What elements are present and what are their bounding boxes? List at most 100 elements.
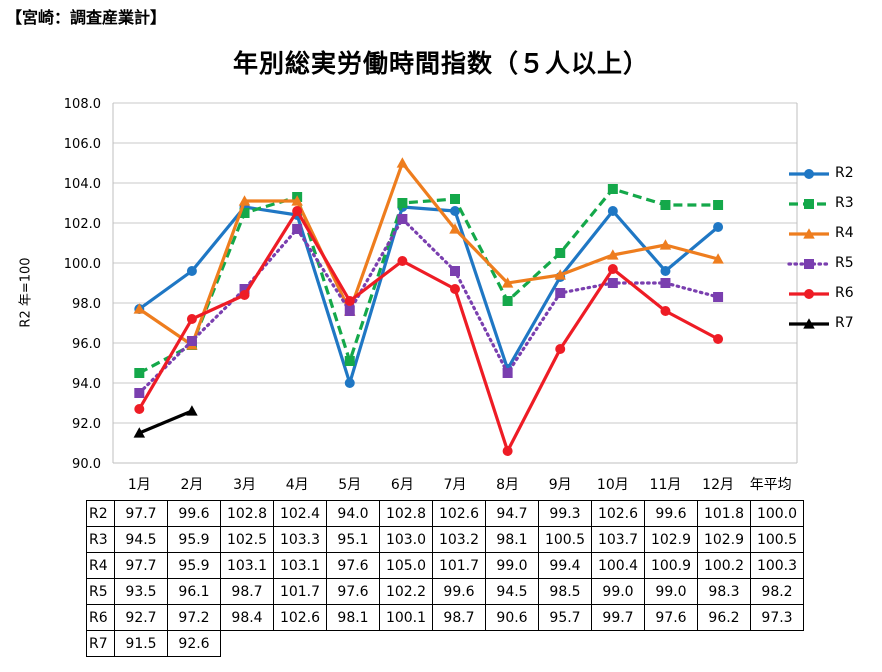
series-line-r7 (138, 409, 193, 435)
data-point (397, 214, 408, 224)
legend-swatch (789, 199, 829, 209)
legend-item-r5: R5 (787, 253, 877, 283)
legend-swatch (789, 169, 829, 179)
y-tick-label: 96.0 (72, 337, 101, 352)
table-cell: 102.6 (432, 500, 486, 527)
legend-swatch (789, 228, 829, 239)
table-cell-empty (539, 631, 592, 657)
legend-marker (803, 318, 815, 329)
series-r2 (134, 202, 724, 388)
x-tick-label: 11月 (650, 477, 682, 493)
table-cell: 100.2 (697, 552, 751, 579)
table-cell-empty (327, 631, 380, 657)
data-point (450, 194, 460, 204)
table-cell: 102.2 (379, 578, 433, 605)
legend-label: R3 (835, 195, 854, 211)
table-cell: 101.7 (273, 578, 327, 605)
legend-swatch (789, 289, 829, 299)
data-point (450, 266, 460, 276)
legend-swatch (787, 259, 831, 269)
legend-marker (804, 169, 814, 179)
table-cell-empty (645, 631, 698, 657)
series-r3 (134, 184, 724, 378)
data-point (502, 446, 513, 456)
data-point (554, 269, 566, 280)
chart-title: 年別総実労働時間指数（５人以上） (232, 49, 649, 78)
table-cell: 97.3 (750, 604, 804, 631)
data-point (607, 249, 619, 260)
table-cell: 92.7 (114, 604, 168, 631)
legend-marker (803, 228, 815, 239)
data-point (291, 195, 303, 206)
legend-label: R7 (835, 315, 854, 331)
table-cell: 103.3 (273, 526, 327, 553)
data-point (186, 314, 197, 324)
table-cell: 100.5 (750, 526, 804, 553)
table-cell: 100.3 (750, 552, 804, 579)
x-tick-label: 4月 (286, 477, 309, 493)
data-point (134, 368, 145, 378)
data-point (607, 278, 618, 288)
table-row: R4 97.7 95.9 103.1 103.1 97.6 105.0 101.7 99.0 99… (86, 552, 804, 579)
data-point (134, 388, 145, 398)
x-tick-label: 8月 (496, 477, 519, 493)
table-row: R7 91.5 92.6 (86, 630, 804, 657)
table-cell: 103.1 (273, 552, 327, 579)
table-cell-empty (220, 630, 274, 657)
data-point (449, 223, 461, 234)
table-cell: 102.5 (220, 526, 274, 553)
table-cell: 103.0 (379, 526, 433, 553)
data-point (239, 284, 250, 294)
table-cell: 99.7 (591, 604, 645, 631)
table-cell: 96.1 (167, 578, 221, 605)
data-point (555, 248, 566, 258)
table-cell: 103.7 (591, 526, 645, 553)
table-cell-empty (274, 631, 327, 657)
table-cell: 100.0 (750, 500, 804, 527)
data-point (186, 405, 198, 416)
legend-label: R2 (835, 165, 854, 181)
table-cell: 94.7 (485, 500, 539, 527)
legend-item-r4: R4 (787, 223, 877, 253)
x-tick-label: 6月 (391, 477, 414, 493)
table-cell-empty (698, 631, 751, 657)
x-tick-label: 3月 (233, 477, 256, 493)
data-point (501, 277, 514, 288)
table-cell: 99.0 (591, 578, 645, 605)
table-row-header: R2 (86, 500, 115, 527)
table-row-header: R6 (86, 604, 115, 631)
table-row-header: R3 (86, 526, 115, 553)
y-tick-label: 98.0 (72, 297, 101, 312)
data-point (344, 296, 355, 306)
series-r5 (134, 214, 724, 398)
data-point (450, 206, 460, 216)
table-cell: 102.9 (644, 526, 698, 553)
y-tick-label: 90.0 (72, 457, 101, 472)
series-line-r3 (138, 187, 719, 375)
table-row-header: R4 (86, 552, 115, 579)
data-point (607, 206, 618, 216)
table-cell: 97.7 (114, 552, 168, 579)
data-table: R2 97.7 99.6 102.8 102.4 94.0 102.8 102.6 94.7 99… (86, 500, 804, 657)
table-cell: 101.7 (432, 552, 486, 579)
table-cell: 98.5 (538, 578, 592, 605)
data-point (555, 344, 566, 354)
data-point (712, 253, 724, 264)
y-tick-label: 94.0 (72, 377, 101, 392)
table-cell: 101.8 (697, 500, 751, 527)
y-tick-label: 102.0 (64, 217, 101, 232)
table-cell: 97.6 (326, 578, 380, 605)
chart-legend: R2 R3 R4 R5 R6 R7 (787, 163, 877, 343)
table-cell-empty (486, 631, 539, 657)
table-cell: 102.8 (220, 500, 274, 527)
table-cell: 98.1 (326, 604, 380, 631)
table-cell: 98.7 (432, 604, 486, 631)
table-cell: 100.1 (379, 604, 433, 631)
legend-label: R5 (835, 255, 854, 271)
table-cell: 102.6 (591, 500, 645, 527)
data-point (186, 336, 197, 346)
series-line-r5 (137, 217, 720, 395)
table-cell: 98.2 (750, 578, 804, 605)
table-cell: 94.5 (485, 578, 539, 605)
